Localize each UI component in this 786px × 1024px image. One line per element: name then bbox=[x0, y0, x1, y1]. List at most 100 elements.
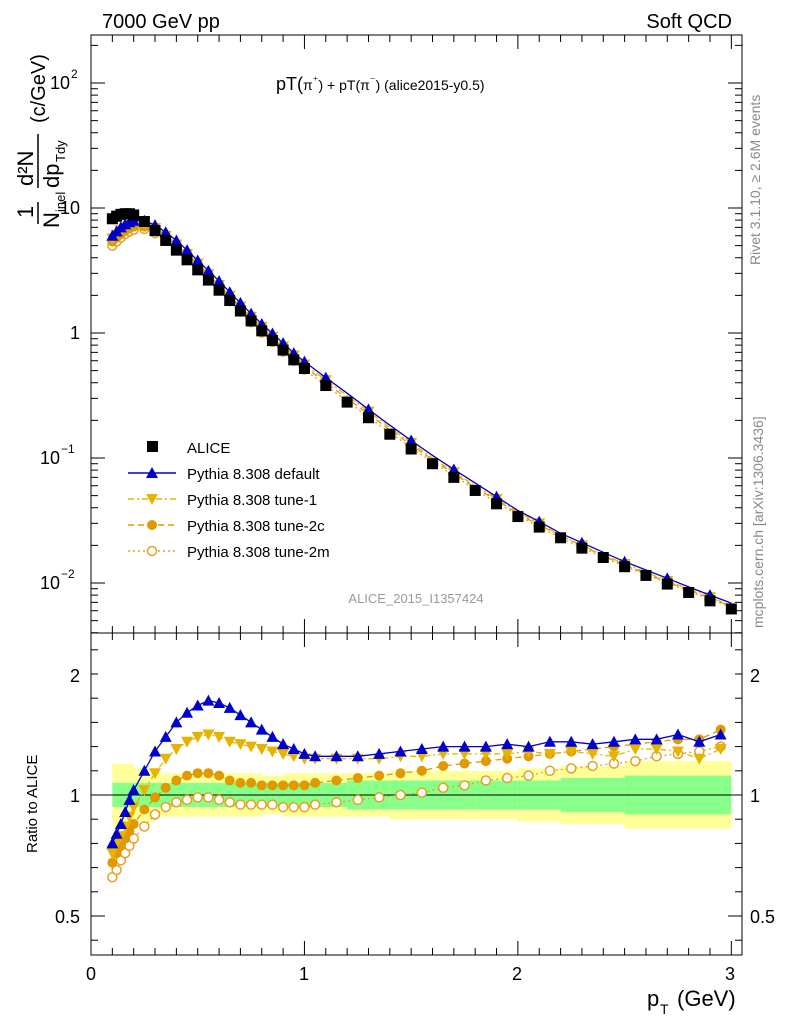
legend-label-tune2c: Pythia 8.308 tune-2c bbox=[187, 518, 325, 535]
data-point-alice bbox=[576, 542, 588, 554]
ratio-point-tune1 bbox=[213, 731, 226, 743]
ratio-point-default bbox=[458, 740, 471, 752]
ratio-point-tune2m bbox=[245, 799, 257, 810]
y-tick-label-0.01: 10 −2 bbox=[40, 567, 75, 593]
data-point-alice bbox=[181, 254, 193, 266]
data-point-default bbox=[447, 463, 460, 475]
plot-title: pT(π⁺) + pT(π⁻) (alice2015-y0.5) bbox=[276, 74, 485, 94]
svg-text:d²N: d²N bbox=[13, 151, 38, 186]
data-point-default bbox=[170, 234, 183, 246]
main-series bbox=[106, 208, 737, 615]
ratio-point-tune2m bbox=[565, 763, 577, 774]
data-point-alice bbox=[555, 532, 567, 544]
data-point-default bbox=[362, 403, 375, 415]
svg-text:1: 1 bbox=[13, 206, 38, 218]
ratio-point-default bbox=[277, 738, 290, 750]
header-energy: 7000 GeV pp bbox=[102, 11, 220, 33]
ratio-point-default bbox=[110, 827, 123, 839]
ratio-y-axis-label: Ratio to ALICE bbox=[24, 755, 41, 853]
ratio-point-tune2m bbox=[213, 794, 225, 806]
svg-text:T: T bbox=[660, 1001, 669, 1017]
analysis-label: ALICE_2015_I1357424 bbox=[348, 591, 483, 606]
data-point-default bbox=[223, 286, 236, 298]
header-category: Soft QCD bbox=[646, 11, 732, 33]
ratio-point-default bbox=[586, 738, 599, 750]
ratio-line-tune2m bbox=[111, 745, 721, 878]
ratio-point-tune1 bbox=[693, 753, 706, 765]
legend-label-tune1: Pythia 8.308 tune-1 bbox=[187, 492, 317, 509]
data-point-alice bbox=[597, 551, 609, 563]
ratio-point-tune1 bbox=[266, 746, 279, 758]
ratio-point-tune2m bbox=[437, 782, 449, 793]
legend-marker-tune2m bbox=[146, 545, 158, 557]
ratio-point-default bbox=[479, 740, 492, 752]
data-point-alice bbox=[619, 561, 631, 573]
data-point-default bbox=[319, 371, 332, 383]
ratio-tick-label-1-right: 1 bbox=[750, 786, 760, 806]
ratio-point-tune2m bbox=[192, 792, 203, 803]
data-point-alice bbox=[683, 586, 695, 598]
ratio-point-tune2m bbox=[277, 801, 289, 813]
ratio-point-tune2c bbox=[214, 770, 225, 781]
ratio-point-tune2m bbox=[630, 755, 641, 767]
legend-label-tune2m: Pythia 8.308 tune-2m bbox=[187, 544, 330, 561]
ratio-point-default bbox=[693, 735, 706, 747]
ratio-point-tune2c bbox=[395, 768, 406, 779]
ratio-point-default bbox=[266, 730, 279, 742]
ratio-point-tune1 bbox=[277, 748, 290, 760]
ratio-point-tune2c bbox=[288, 780, 299, 791]
svg-text:2: 2 bbox=[71, 67, 78, 81]
ratio-point-tune2m bbox=[331, 797, 342, 808]
ratio-point-tune2m bbox=[352, 794, 364, 806]
svg-text:Tdy: Tdy bbox=[53, 140, 68, 162]
x-tick-label-0: 0 bbox=[86, 964, 96, 984]
ratio-point-default bbox=[287, 743, 300, 755]
data-point-alice bbox=[266, 335, 278, 347]
ratio-point-tune2m bbox=[480, 775, 492, 786]
ratio-point-tune1 bbox=[607, 751, 620, 763]
ratio-point-tune2c bbox=[278, 780, 289, 791]
svg-text:dp: dp bbox=[39, 164, 64, 188]
ratio-point-tune2c bbox=[128, 819, 139, 830]
ratio-point-default bbox=[309, 750, 322, 762]
ratio-point-default bbox=[202, 694, 215, 706]
ratio-point-tune1 bbox=[191, 731, 204, 743]
ratio-point-default bbox=[138, 764, 151, 776]
ratio-point-tune1 bbox=[501, 748, 514, 760]
ratio-point-tune2m bbox=[309, 799, 321, 810]
ratio-point-tune2c bbox=[235, 777, 246, 788]
ratio-point-default bbox=[159, 730, 172, 742]
ratio-point-default bbox=[119, 805, 132, 817]
data-point-alice bbox=[320, 380, 332, 392]
rivet-label: Rivet 3.1.10, ≥ 2.6M events bbox=[747, 95, 763, 265]
ratio-point-tune2m bbox=[288, 801, 300, 813]
ratio-point-tune1 bbox=[202, 729, 215, 741]
ratio-point-tune2m bbox=[501, 772, 513, 784]
ratio-point-tune1 bbox=[149, 768, 162, 780]
legend-marker-tune2c bbox=[147, 520, 157, 530]
ratio-point-tune2m bbox=[299, 801, 310, 813]
data-point-alice bbox=[160, 234, 172, 246]
ratio-point-tune2c bbox=[160, 782, 171, 793]
svg-text:−2: −2 bbox=[61, 567, 75, 581]
data-point-alice bbox=[362, 412, 374, 424]
ratio-point-tune2c bbox=[310, 777, 321, 788]
data-point-default bbox=[213, 275, 226, 287]
ratio-point-tune2m bbox=[149, 809, 161, 820]
ratio-point-tune2c bbox=[171, 775, 182, 786]
ratio-tick-label-2: 2 bbox=[70, 666, 80, 686]
ratio-point-tune1 bbox=[543, 748, 556, 760]
svg-text:inel: inel bbox=[53, 192, 68, 212]
data-point-alice bbox=[661, 578, 673, 590]
ratio-point-tune2c bbox=[139, 804, 150, 815]
data-point-alice bbox=[138, 215, 150, 227]
y-axis-label: 1 N inel d²N dp Tdy (c/GeV) bbox=[13, 54, 68, 228]
ratio-point-tune2c bbox=[182, 770, 193, 781]
data-point-default bbox=[202, 264, 215, 276]
ratio-point-default bbox=[522, 740, 535, 752]
ratio-point-tune1 bbox=[586, 748, 599, 760]
x-tick-label-3: 3 bbox=[725, 964, 735, 984]
data-point-alice bbox=[405, 443, 417, 455]
data-point-default bbox=[181, 244, 194, 256]
data-point-alice bbox=[213, 284, 225, 296]
